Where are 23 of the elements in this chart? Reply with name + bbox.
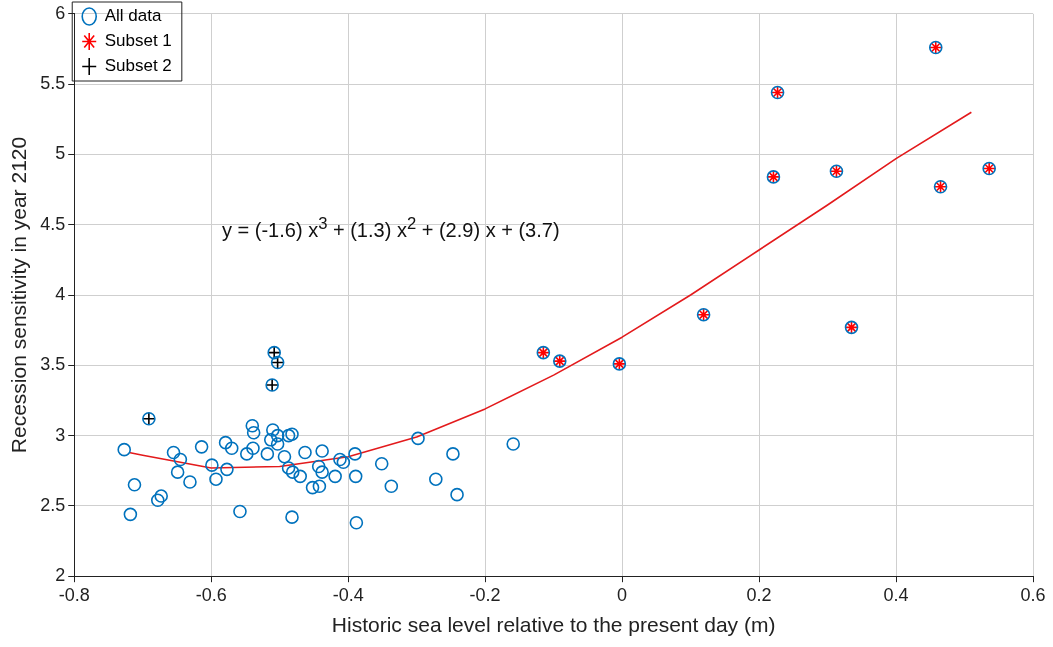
y-tick-label: 2 <box>55 565 66 586</box>
y-tick-label: 3.5 <box>40 354 66 375</box>
legend-label: Subset 2 <box>104 56 172 76</box>
y-axis-title: Recession sensitivity in year 2120 <box>7 136 31 454</box>
x-tick-label: -0.8 <box>58 584 90 605</box>
y-tick-label: 4 <box>55 283 66 304</box>
y-tick-label: 5 <box>55 143 66 164</box>
x-tick-label: 0.6 <box>1020 584 1046 605</box>
y-tick-label: 5.5 <box>40 73 66 94</box>
y-tick-label: 6 <box>55 2 66 23</box>
x-tick-label: 0.2 <box>746 584 772 605</box>
x-tick-label: 0 <box>617 584 628 605</box>
y-tick-label: 2.5 <box>40 494 66 515</box>
annotation: y = (-1.6) x$^{3}$ + (1.3) x$^{2}$ + (2.9) x + (3.7) <box>222 214 560 242</box>
legend-label: Subset 1 <box>104 31 172 51</box>
x-tick-label: -0.2 <box>469 584 501 605</box>
x-axis-title: Historic sea level relative to the present day (m) <box>331 613 776 637</box>
x-tick-label: 0.4 <box>883 584 909 605</box>
x-tick-label: -0.6 <box>195 584 227 605</box>
y-tick-label: 4.5 <box>40 213 66 234</box>
x-tick-label: -0.4 <box>332 584 364 605</box>
y-tick-label: 3 <box>55 424 66 445</box>
legend-label: All data <box>104 6 162 26</box>
